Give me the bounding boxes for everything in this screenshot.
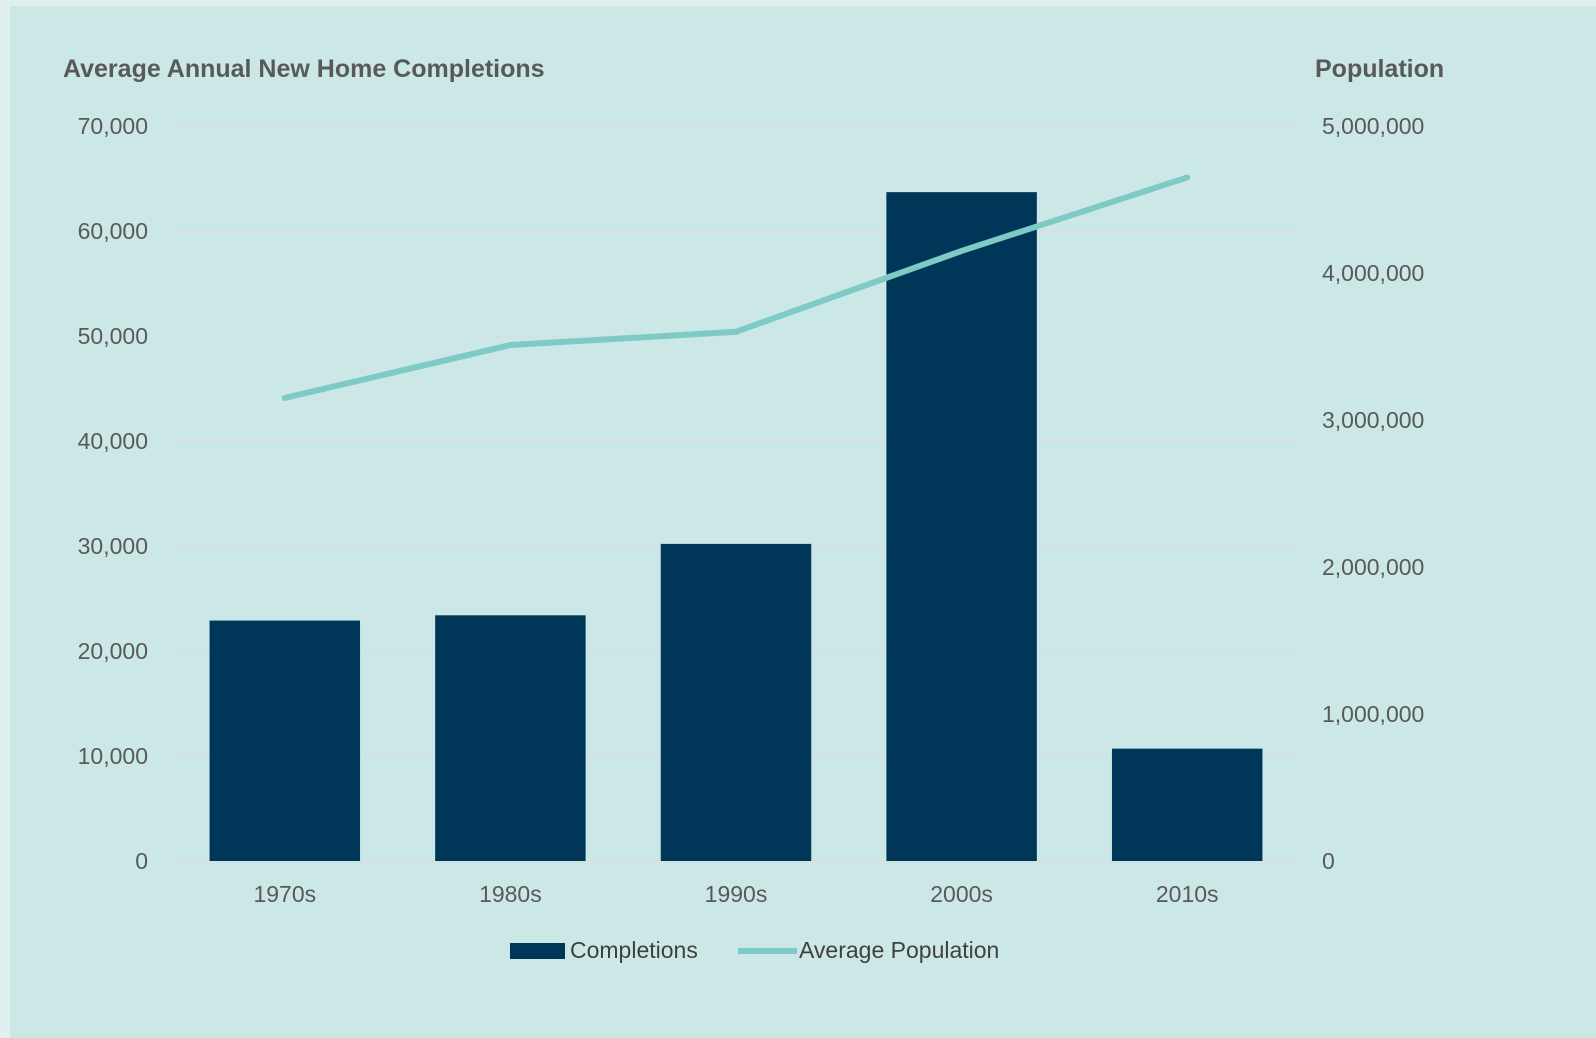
legend-label-completions: Completions	[570, 937, 698, 963]
bar-1980s	[435, 615, 586, 861]
combo-chart: 0 10,000 20,000 30,000 40,000 50,000 60,000 70,…	[63, 55, 1444, 963]
left-tick-label: 50,000	[78, 323, 148, 349]
right-tick-label: 5,000,000	[1322, 113, 1424, 139]
right-tick-label: 0	[1322, 848, 1335, 874]
right-tick-label: 2,000,000	[1322, 554, 1424, 580]
legend-swatch-completions	[510, 943, 565, 959]
chart-panel: 0 10,000 20,000 30,000 40,000 50,000 60,000 70,…	[10, 6, 1596, 1038]
right-axis-title: Population	[1315, 55, 1444, 83]
left-tick-label: 10,000	[78, 743, 148, 769]
bar-2010s	[1111, 748, 1263, 861]
line-series-average-population	[281, 174, 1191, 401]
x-tick-label-1990s: 1990s	[705, 881, 768, 907]
x-tick-label-2010s: 2010s	[1156, 881, 1219, 907]
right-axis-tick-labels: 0 1,000,000 2,000,000 3,000,000 4,000,000 5,0…	[1322, 113, 1424, 874]
left-tick-label: 60,000	[78, 218, 148, 244]
bar-1990s	[660, 543, 812, 861]
right-tick-label: 4,000,000	[1322, 260, 1424, 286]
left-tick-label: 40,000	[78, 428, 148, 454]
left-tick-label: 30,000	[78, 533, 148, 559]
bar-2000s	[886, 192, 1037, 861]
x-axis-tick-labels: 1970s 1980s 1990s 2000s 2010s	[253, 881, 1218, 907]
x-tick-label-2000s: 2000s	[930, 881, 993, 907]
x-tick-label-1970s: 1970s	[253, 881, 316, 907]
right-tick-label: 3,000,000	[1322, 407, 1424, 433]
x-tick-label-1980s: 1980s	[479, 881, 542, 907]
left-tick-label: 0	[135, 848, 148, 874]
left-tick-label: 70,000	[78, 113, 148, 139]
right-tick-label: 1,000,000	[1322, 701, 1424, 727]
population-line	[281, 174, 1191, 401]
legend: Completions Average Population	[510, 937, 999, 963]
bar-1970s	[209, 620, 361, 861]
left-axis-title: Average Annual New Home Completions	[63, 55, 545, 83]
left-tick-label: 20,000	[78, 638, 148, 664]
legend-label-average-population: Average Population	[799, 937, 999, 963]
left-axis-tick-labels: 0 10,000 20,000 30,000 40,000 50,000 60,000 70,…	[78, 113, 148, 874]
bar-series-completions	[209, 192, 1263, 861]
